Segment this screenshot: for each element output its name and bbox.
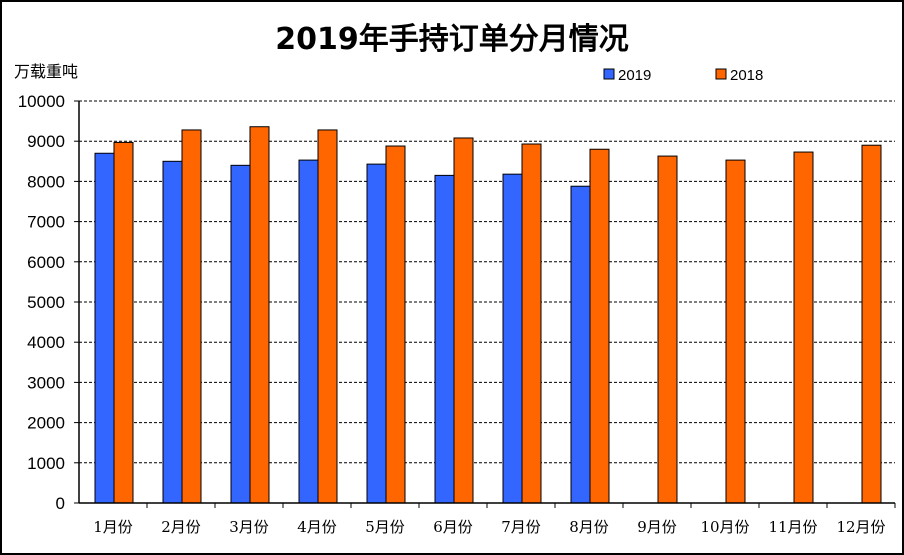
x-tick-label: 5月份 [365, 518, 405, 536]
legend-label-2019: 2019 [618, 67, 651, 84]
legend: 2019 2018 [603, 67, 763, 84]
y-tick-label: 1000 [27, 454, 65, 473]
bar-2018 [181, 129, 202, 504]
bar-2018 [385, 145, 406, 504]
y-tick-label: 2000 [27, 414, 65, 433]
y-tick-label: 0 [56, 494, 65, 513]
x-tick-labels: 1月份 2月份 3月份 4月份 5月份 6月份 7月份 8月份 9月份 10月份 11月份 12月份 [93, 518, 885, 536]
bar-2018 [657, 155, 678, 504]
x-tick-label: 2月份 [161, 518, 201, 536]
y-tick-label: 8000 [27, 172, 65, 191]
y-tick-label: 9000 [27, 132, 65, 151]
legend-swatch-2019 [603, 68, 615, 80]
y-axis-unit-label: 万载重吨 [14, 62, 79, 81]
bar-2019 [502, 173, 523, 504]
x-tick-label: 7月份 [501, 518, 541, 536]
x-tick-label: 10月份 [700, 518, 749, 536]
bar-2018 [317, 129, 338, 504]
y-tick-label: 5000 [27, 293, 65, 312]
gridlines [79, 100, 895, 464]
y-tick-labels: 0 1000 2000 3000 4000 5000 6000 7000 8000 9000 100… [18, 92, 65, 513]
axes [74, 100, 896, 508]
y-tick-label: 7000 [27, 213, 65, 232]
bar-2018 [113, 141, 134, 504]
x-tick-label: 11月份 [768, 518, 817, 536]
bar-2018 [725, 159, 746, 504]
bar-2019 [162, 160, 183, 504]
y-tick-label: 6000 [27, 253, 65, 272]
y-tick-label: 10000 [18, 92, 65, 111]
y-tick-label: 4000 [27, 333, 65, 352]
bar-2019 [230, 164, 251, 504]
y-tick-label: 3000 [27, 373, 65, 392]
bar-2018 [453, 137, 474, 504]
bar-2018 [589, 148, 610, 504]
bar-2018 [861, 144, 882, 504]
x-tick-label: 1月份 [93, 518, 133, 536]
x-tick-label: 4月份 [297, 518, 337, 536]
bar-2019 [298, 159, 319, 504]
bars [94, 126, 882, 504]
bar-2018 [793, 151, 814, 504]
x-tick-label: 6月份 [433, 518, 473, 536]
bar-2019 [94, 152, 115, 504]
legend-label-2018: 2018 [730, 67, 763, 84]
bar-2019 [434, 174, 455, 504]
x-tick-label: 9月份 [637, 518, 677, 536]
legend-swatch-2018 [715, 68, 727, 80]
x-tick-label: 8月份 [569, 518, 609, 536]
x-tick-label: 12月份 [836, 518, 885, 536]
bar-2019 [570, 185, 591, 504]
chart-title: 2019年手持订单分月情况 [275, 22, 629, 57]
bar-2018 [521, 143, 542, 504]
x-tick-label: 3月份 [229, 518, 269, 536]
bar-2019 [366, 163, 387, 504]
bar-2018 [249, 126, 270, 504]
